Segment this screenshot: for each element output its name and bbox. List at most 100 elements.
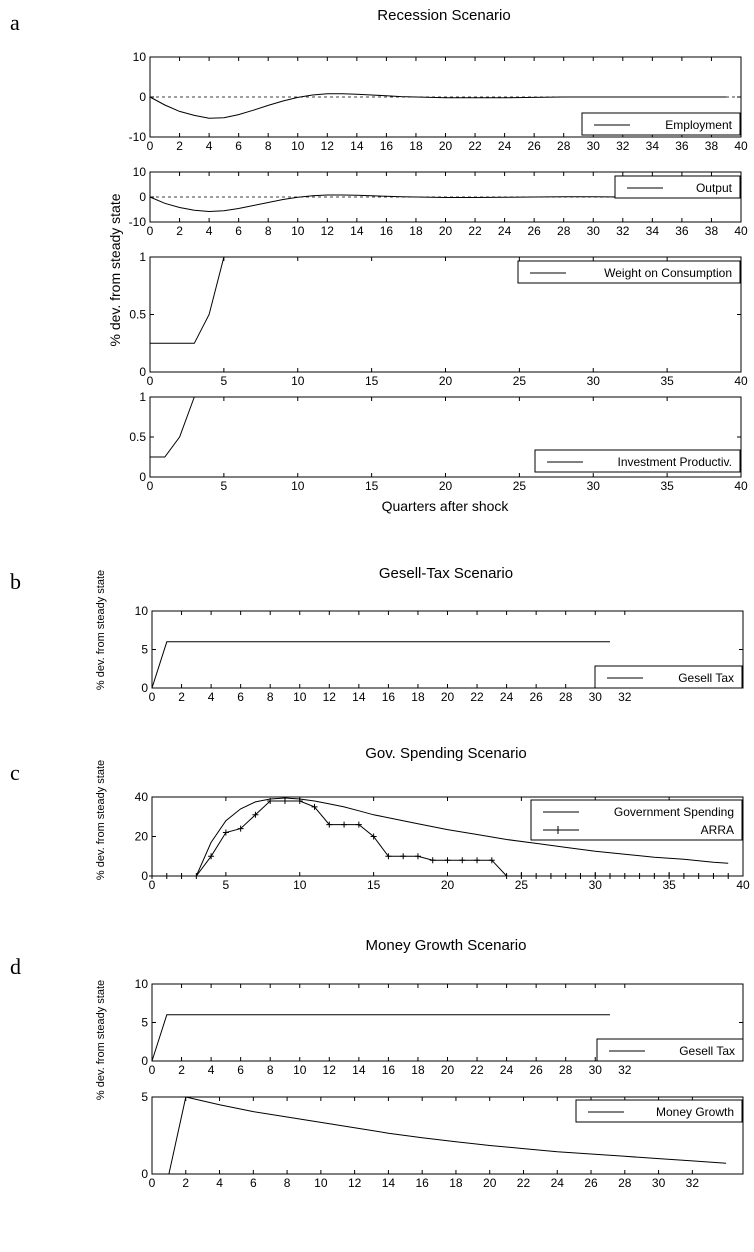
xlabel-quarters: Quarters after shock	[382, 498, 510, 514]
x-tick-label: 10	[291, 479, 305, 493]
x-tick-label: 36	[675, 139, 689, 153]
data-point-marker	[459, 857, 466, 864]
legend-box	[530, 799, 743, 841]
data-point-marker	[222, 829, 229, 836]
plot-frame	[151, 1096, 744, 1175]
x-tick-label: 8	[284, 1176, 291, 1190]
y-tick-label: -10	[129, 215, 147, 229]
x-tick-label: 4	[206, 139, 213, 153]
x-tick-label: 40	[734, 139, 748, 153]
x-tick-label: 32	[618, 690, 632, 704]
x-tick-label: 20	[439, 224, 453, 238]
data-point-marker	[651, 873, 658, 879]
series-line-money-growth	[168, 1096, 727, 1175]
x-tick-label: 32	[616, 139, 630, 153]
x-tick-label: 25	[513, 374, 527, 388]
x-tick-label: 2	[176, 224, 183, 238]
title-gov-spending: Gov. Spending Scenario	[365, 745, 527, 762]
x-tick-label: 5	[223, 878, 230, 892]
x-tick-label: 22	[468, 224, 482, 238]
x-tick-label: 35	[662, 878, 676, 892]
x-tick-label: 0	[147, 479, 154, 493]
y-tick-label: 0	[139, 470, 146, 484]
data-point-marker	[533, 873, 540, 879]
x-tick-label: 10	[293, 878, 307, 892]
x-tick-label: 10	[291, 374, 305, 388]
y-tick-label: 20	[135, 830, 149, 844]
x-tick-label: 8	[267, 1063, 274, 1077]
x-tick-label: 4	[206, 224, 213, 238]
data-point-marker	[666, 873, 673, 879]
ylabel-recession: % dev. from steady state	[107, 193, 123, 346]
y-tick-label: 0	[139, 190, 146, 204]
x-tick-label: 5	[221, 479, 228, 493]
x-tick-label: 12	[321, 224, 335, 238]
y-tick-label: 0	[141, 681, 148, 695]
panel-letter-b: b	[10, 569, 21, 594]
x-tick-label: 34	[646, 139, 660, 153]
series-line-gesell-tax	[151, 1014, 610, 1062]
data-point-marker	[414, 853, 421, 860]
x-tick-label: 16	[380, 224, 394, 238]
legend-label: Investment Productiv.	[618, 455, 733, 469]
x-tick-label: 14	[350, 224, 364, 238]
panel-letter-a: a	[10, 10, 20, 35]
data-point-marker	[636, 873, 643, 879]
series-line-gesell-tax	[151, 641, 610, 689]
x-tick-label: 38	[705, 224, 719, 238]
y-tick-label: 0	[139, 90, 146, 104]
x-tick-label: 12	[321, 139, 335, 153]
x-tick-label: 10	[293, 1063, 307, 1077]
x-tick-label: 40	[734, 374, 748, 388]
ylabel-gov-spending: % dev. from steady state	[95, 760, 107, 880]
chart-a3: 0 5 10 15 20 25 30 35 40 0 0.5 1 Weight on Consumpti…	[129, 250, 748, 388]
x-tick-label: 18	[411, 1063, 425, 1077]
data-point-marker	[326, 821, 333, 828]
data-point-marker	[592, 873, 599, 879]
panel-letter-c: c	[10, 760, 20, 785]
data-point-marker	[621, 873, 628, 879]
x-tick-label: 20	[441, 1063, 455, 1077]
x-tick-label: 26	[527, 139, 541, 153]
x-tick-label: 30	[587, 374, 601, 388]
x-tick-label: 8	[267, 690, 274, 704]
x-tick-label: 16	[382, 1063, 396, 1077]
x-tick-label: 24	[551, 1176, 565, 1190]
series-line-government-spending	[152, 797, 729, 877]
x-tick-label: 22	[468, 139, 482, 153]
data-point-marker	[710, 873, 717, 879]
x-tick-label: 16	[380, 139, 394, 153]
x-tick-label: 25	[515, 878, 529, 892]
data-point-marker	[355, 821, 362, 828]
x-tick-label: 26	[529, 690, 543, 704]
x-tick-label: 24	[500, 690, 514, 704]
data-point-marker	[429, 857, 436, 864]
y-tick-label: 1	[139, 250, 146, 264]
x-tick-label: 30	[587, 224, 601, 238]
x-tick-label: 26	[529, 1063, 543, 1077]
data-point-marker	[503, 873, 510, 879]
y-tick-label: 0	[141, 869, 148, 883]
legend-label: Employment	[665, 118, 732, 132]
data-point-marker	[311, 803, 318, 810]
x-tick-label: 20	[441, 690, 455, 704]
plots-layer: 0 2 4 6 8 10 12 14 16 18 20 22 24 26 28 30 32 34 36 38 40-10…	[129, 50, 750, 1190]
legend-box	[594, 665, 743, 689]
x-tick-label: 28	[557, 139, 571, 153]
x-tick-label: 20	[439, 479, 453, 493]
x-tick-label: 36	[675, 224, 689, 238]
x-tick-label: 14	[382, 1176, 396, 1190]
y-tick-label: 1	[139, 390, 146, 404]
x-tick-label: 15	[367, 878, 381, 892]
data-point-marker	[607, 873, 614, 879]
legend-label: Money Growth	[656, 1105, 734, 1119]
x-tick-label: 24	[500, 1063, 514, 1077]
x-tick-label: 18	[449, 1176, 463, 1190]
legend-label: Gesell Tax	[678, 671, 734, 685]
x-tick-label: 20	[439, 374, 453, 388]
legend-label: Government Spending	[614, 805, 734, 819]
title-money-growth: Money Growth Scenario	[366, 937, 527, 954]
x-tick-label: 0	[149, 690, 156, 704]
series-line-investment-productiv-	[150, 396, 195, 458]
